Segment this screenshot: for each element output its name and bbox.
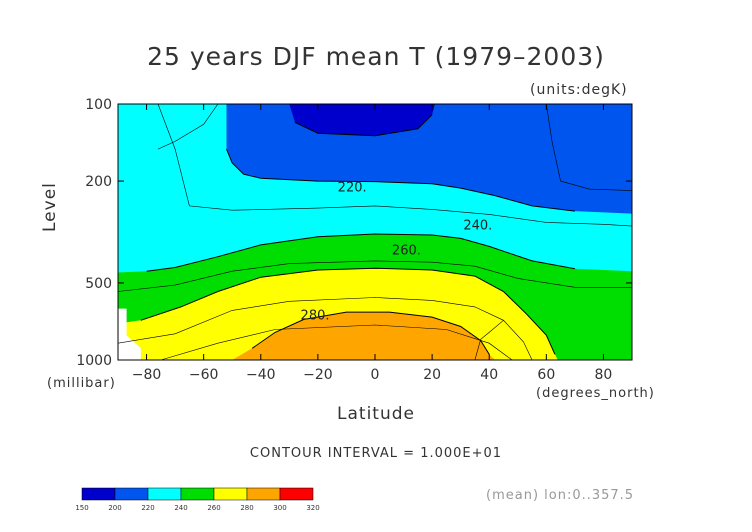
colorbar-swatch-0 [81, 487, 116, 501]
x-tick-label-2: −40 [246, 367, 276, 383]
contour-line-5 [157, 103, 219, 150]
mean-info-text: (mean) lon:0..357.5 [486, 488, 635, 503]
contour-edge-3 [251, 311, 490, 355]
units-label: (units:degK) [530, 82, 628, 98]
colorbar-label-0: 150 [75, 504, 88, 512]
x-tick-label-7: 60 [537, 367, 555, 383]
x-tick-label-0: −80 [132, 367, 162, 383]
contour-line-0 [157, 103, 633, 227]
colorbar-label-2: 220 [141, 504, 154, 512]
x-tick-label-5: 20 [423, 367, 441, 383]
contour-label-1: 240. [463, 218, 492, 233]
colorbar-swatch-5 [246, 487, 281, 501]
x-tick-label-3: −20 [303, 367, 333, 383]
colorbar-label-3: 240 [174, 504, 187, 512]
x-axis-units: (degrees_north) [536, 386, 655, 401]
chart-title: 25 years DJF mean T (1979–2003) [147, 42, 605, 71]
contour-label-3: 280. [301, 309, 330, 324]
y-tick-label-3: 1000 [76, 353, 112, 369]
contour-edge-0 [226, 148, 575, 212]
colorbar-swatch-6 [279, 487, 314, 501]
x-tick-label-8: 80 [595, 367, 613, 383]
contour-interval-text: CONTOUR INTERVAL = 1.000E+01 [249, 446, 503, 461]
colorbar-label-6: 300 [273, 504, 286, 512]
contour-edge-4 [294, 114, 433, 137]
y-axis-units: (millibar) [47, 376, 116, 391]
colorbar-swatch-1 [114, 487, 149, 501]
x-tick-label-4: 0 [371, 367, 380, 383]
contour-line-6 [474, 320, 504, 361]
y-tick-label-1: 200 [85, 174, 112, 190]
contour-line-3 [160, 324, 513, 361]
colorbar-label-5: 280 [240, 504, 253, 512]
colorbar-swatch-3 [180, 487, 215, 501]
contour-label-0: 220. [338, 180, 367, 195]
x-tick-label-6: 40 [480, 367, 498, 383]
colorbar-label-4: 260 [207, 504, 220, 512]
contour-band-3 [232, 312, 495, 360]
contour-line-2 [117, 297, 533, 361]
colorbar-swatch-4 [213, 487, 248, 501]
contour-edge-2 [140, 267, 556, 355]
contour-edge-1 [146, 233, 575, 272]
x-tick-label-1: −60 [189, 367, 219, 383]
contour-label-2: 260. [392, 243, 421, 258]
x-axis-title: Latitude [337, 404, 415, 424]
contour-band-5 [118, 308, 141, 360]
contour-line-1 [117, 260, 632, 292]
colorbar-label-1: 200 [108, 504, 121, 512]
y-tick-label-2: 500 [85, 276, 112, 292]
contour-line-4 [546, 103, 633, 191]
colorbar-label-7: 320 [306, 504, 319, 512]
y-tick-label-0: 100 [85, 97, 112, 113]
contour-band-4 [289, 104, 435, 136]
colorbar-swatch-2 [147, 487, 182, 501]
